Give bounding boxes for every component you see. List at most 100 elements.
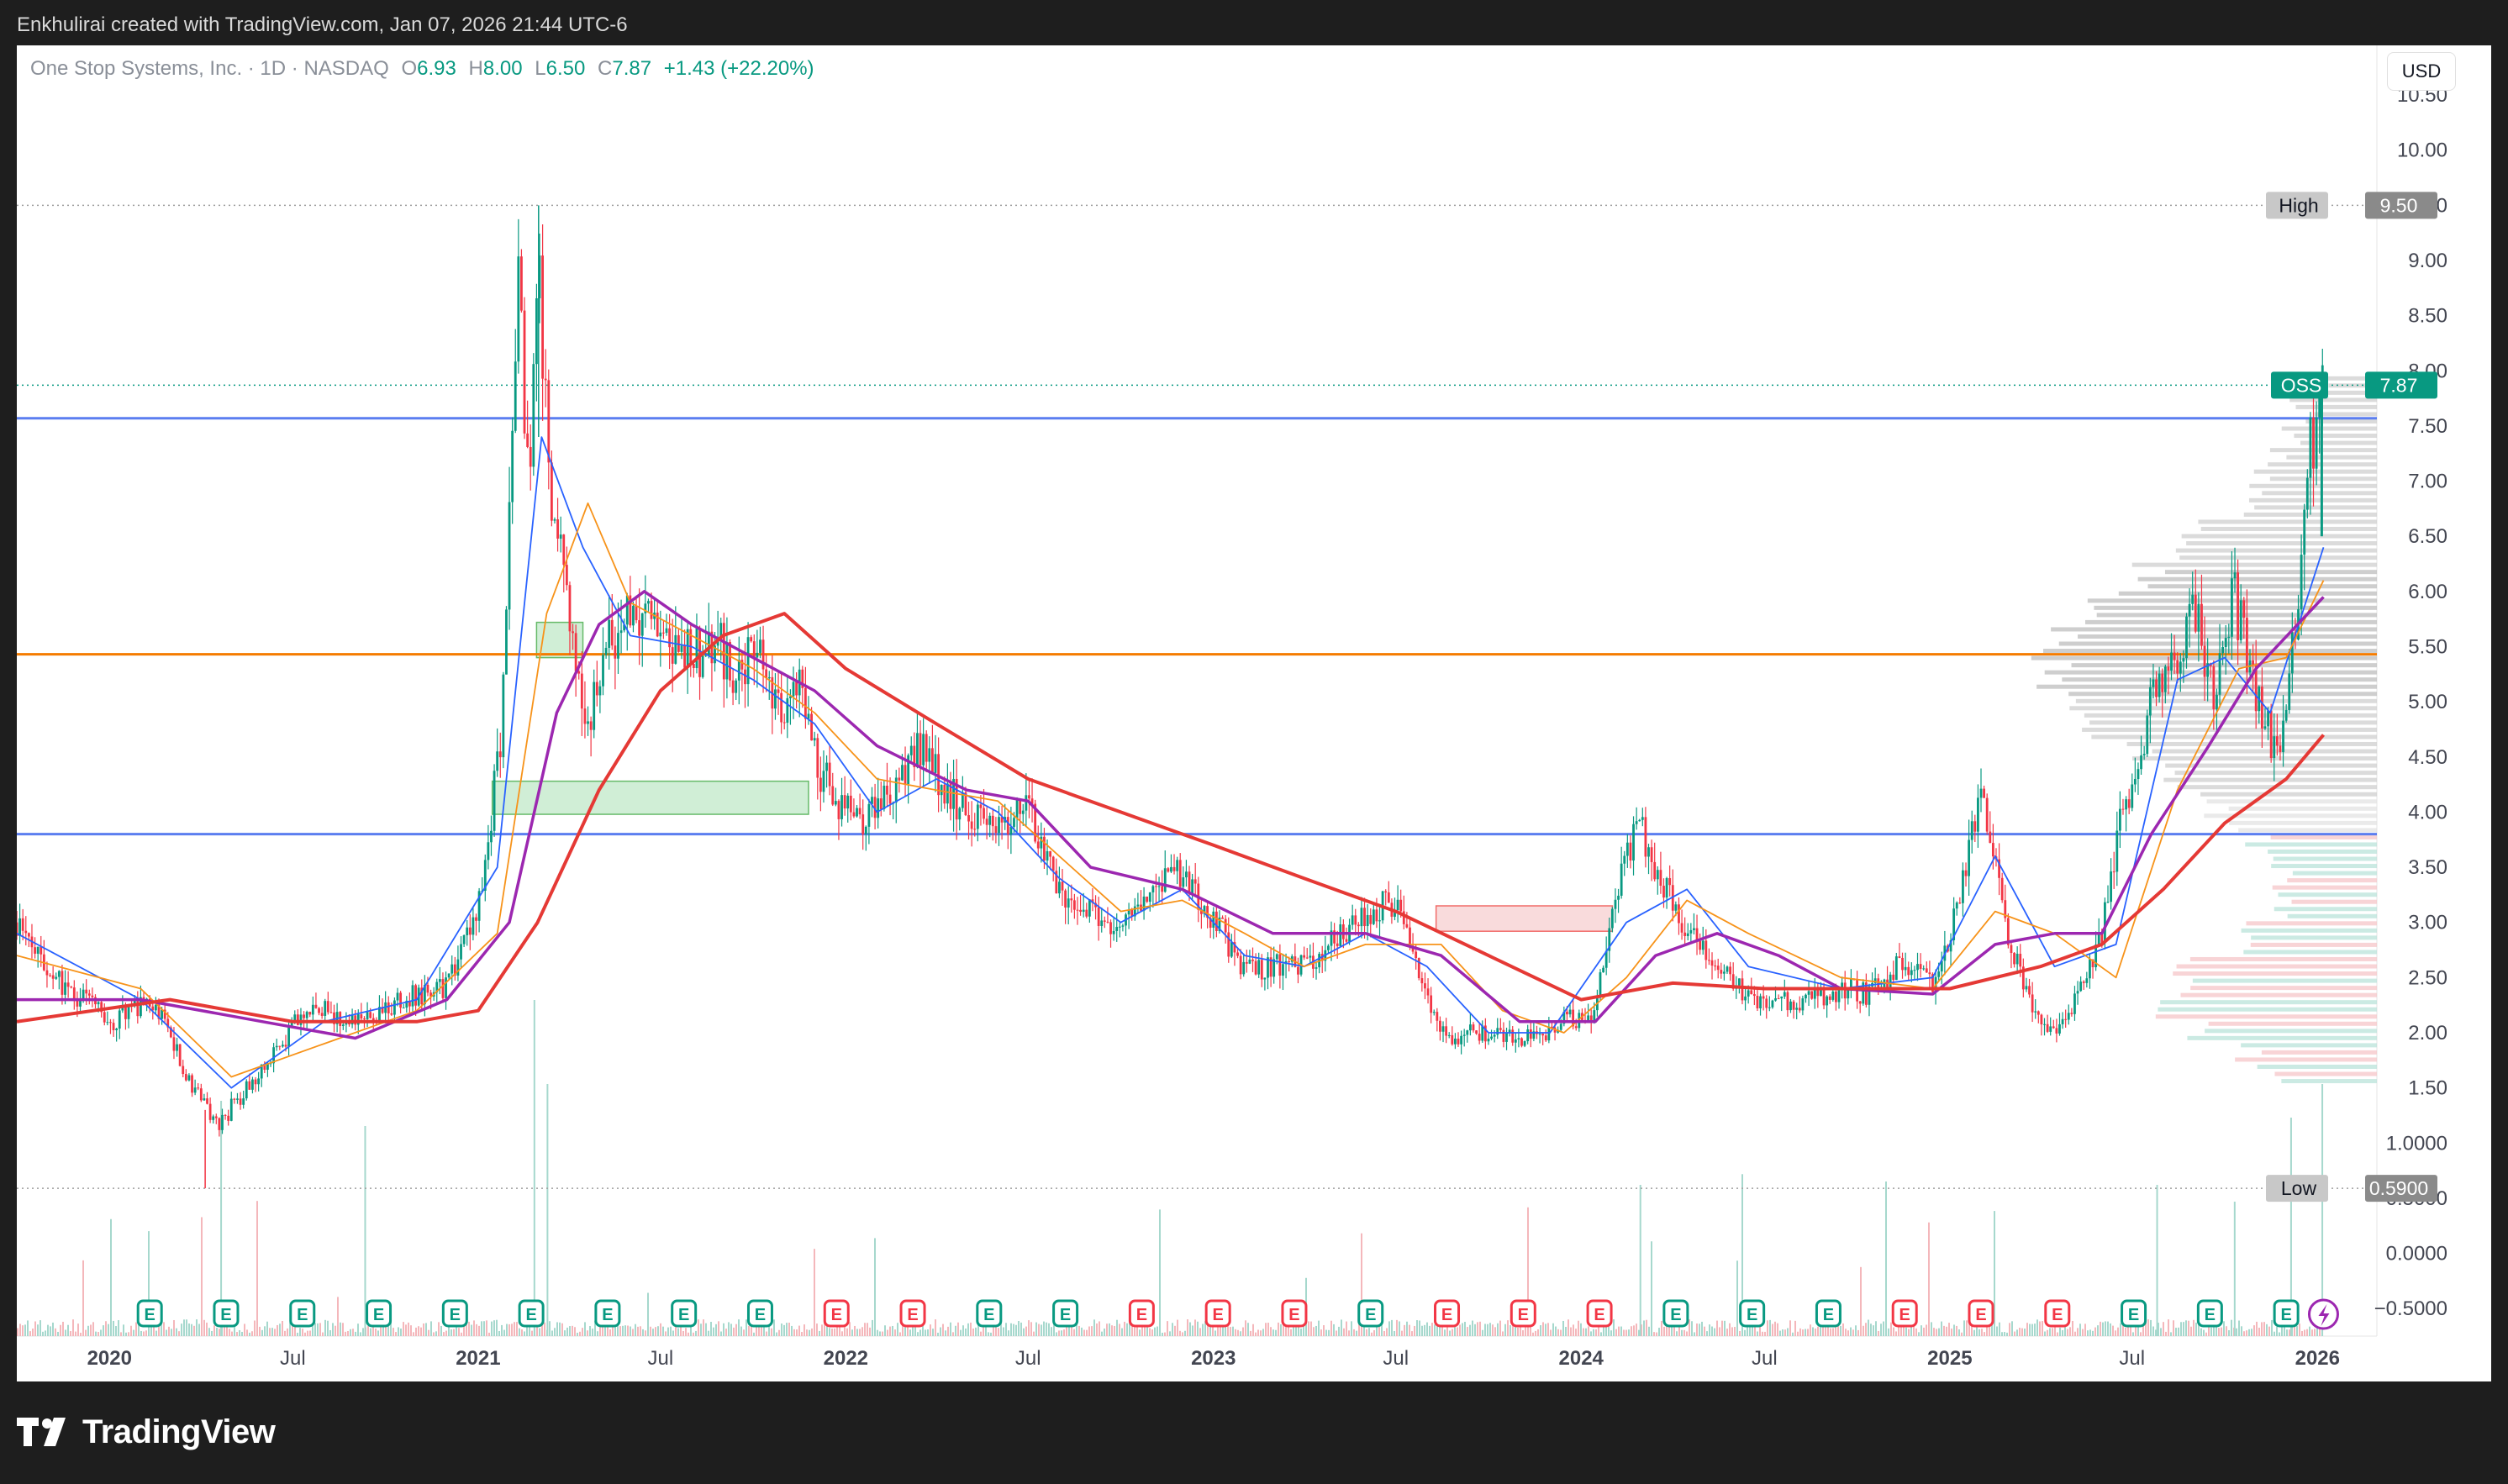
volume-bar xyxy=(1615,1329,1617,1336)
volume-bar xyxy=(1646,1319,1647,1336)
volume-bar xyxy=(768,1326,770,1336)
volume-bar xyxy=(1643,1320,1645,1336)
earnings-marker-label: E xyxy=(1441,1306,1452,1324)
candle-body xyxy=(1701,940,1704,950)
volume-bar xyxy=(1847,1330,1849,1336)
volume-bar xyxy=(2284,1319,2285,1336)
price-tag-value: 9.50 xyxy=(2380,194,2418,216)
volume-bar xyxy=(1325,1329,1327,1336)
candle-body xyxy=(1726,966,1729,972)
volume-bar xyxy=(1187,1319,1188,1336)
volume-bar xyxy=(1850,1327,1852,1336)
volume-bar xyxy=(2132,1332,2134,1336)
earnings-marker-label: E xyxy=(1365,1306,1376,1324)
price-chart[interactable]: 10.5010.009.509.008.508.007.507.006.506.… xyxy=(17,45,2491,1381)
chart-panel[interactable]: 10.5010.009.509.008.508.007.507.006.506.… xyxy=(17,45,2491,1381)
volume-bar xyxy=(829,1328,830,1336)
volume-bar xyxy=(836,1326,838,1336)
volume-bar xyxy=(294,1320,296,1336)
candle-body xyxy=(970,821,973,829)
candle-body xyxy=(438,979,441,982)
volume-bar xyxy=(29,1331,31,1336)
candle-body xyxy=(214,1116,218,1118)
candle-body xyxy=(1608,928,1611,951)
candle-body xyxy=(1091,899,1094,903)
candle-body xyxy=(1955,903,1958,909)
candle-body xyxy=(333,1012,335,1024)
candle-body xyxy=(356,1014,360,1025)
volume-bar xyxy=(2150,1319,2152,1336)
volume-profile-bar xyxy=(2326,376,2377,381)
candle-body xyxy=(1436,1012,1439,1021)
volume-bar xyxy=(922,1321,924,1336)
volume-bar xyxy=(1154,1327,1156,1336)
volume-bar xyxy=(2190,1326,2192,1336)
candle-body xyxy=(2163,666,2167,692)
candle-body xyxy=(2194,594,2197,632)
volume-bar xyxy=(998,1328,999,1336)
volume-bar xyxy=(387,1325,389,1336)
volume-bar xyxy=(2107,1321,2109,1336)
candle-body xyxy=(2043,1024,2046,1025)
price-tag-high: High 9.50 xyxy=(2266,192,2437,219)
candle-body xyxy=(1970,821,1973,840)
candle-body xyxy=(898,777,901,781)
volume-bar xyxy=(1779,1330,1781,1336)
candle-body xyxy=(445,977,447,998)
volume-bar xyxy=(2311,1329,2313,1336)
volume-bar xyxy=(1093,1319,1095,1336)
volume-bar xyxy=(708,1330,709,1336)
candle-body xyxy=(1551,1026,1553,1028)
volume-bar xyxy=(2034,1323,2036,1336)
volume-bar xyxy=(725,1329,727,1336)
candle-body xyxy=(393,1000,396,1015)
lightning-glyph xyxy=(2318,1304,2330,1326)
volume-bar xyxy=(751,1321,752,1336)
candle-body xyxy=(218,1118,221,1130)
volume-bar xyxy=(1868,1319,1869,1336)
volume-bar xyxy=(2021,1328,2023,1336)
volume-bar xyxy=(450,1329,452,1336)
candle-body xyxy=(1572,1009,1575,1027)
volume-bar xyxy=(1300,1328,1302,1336)
candle-body xyxy=(1203,906,1206,914)
volume-bar xyxy=(1056,1332,1057,1336)
volume-bar xyxy=(430,1321,432,1336)
volume-profile-bar xyxy=(2084,713,2377,718)
volume-profile-bar xyxy=(2291,899,2377,904)
candle-body xyxy=(888,794,892,804)
volume-bar xyxy=(1537,1329,1539,1336)
volume-bar xyxy=(1683,1329,1685,1336)
volume-profile-bar xyxy=(2305,418,2377,424)
volume-bar xyxy=(1285,1321,1287,1336)
candle-body xyxy=(121,1006,124,1011)
volume-bar xyxy=(1863,1325,1864,1336)
volume-bar xyxy=(19,1323,21,1336)
volume-bar xyxy=(657,1326,659,1336)
candle-body xyxy=(1441,1026,1445,1032)
currency-button[interactable]: USD xyxy=(2387,52,2456,91)
candle-body xyxy=(1629,842,1632,861)
volume-bar xyxy=(337,1297,339,1336)
volume-bar xyxy=(271,1328,273,1336)
volume-bar xyxy=(1388,1321,1390,1336)
volume-bar xyxy=(521,1329,523,1336)
volume-bar xyxy=(1782,1329,1784,1336)
candle-body xyxy=(511,430,514,503)
footer-brand[interactable]: TradingView xyxy=(17,1408,276,1455)
earnings-marker-label: E xyxy=(755,1306,766,1324)
candle-body xyxy=(208,1103,212,1120)
volume-bar xyxy=(962,1325,964,1336)
volume-bar xyxy=(2231,1319,2232,1336)
volume-bar xyxy=(1343,1328,1345,1336)
candle-body xyxy=(647,601,650,604)
volume-bar xyxy=(2152,1326,2154,1336)
volume-bar xyxy=(519,1328,520,1336)
candle-body xyxy=(958,808,962,820)
candle-body xyxy=(100,1002,103,1013)
candle-body xyxy=(1193,879,1197,884)
volume-bar xyxy=(685,1328,687,1336)
volume-bar xyxy=(1383,1330,1385,1336)
volume-bar xyxy=(1061,1330,1062,1336)
earnings-marker xyxy=(1204,1299,1231,1328)
